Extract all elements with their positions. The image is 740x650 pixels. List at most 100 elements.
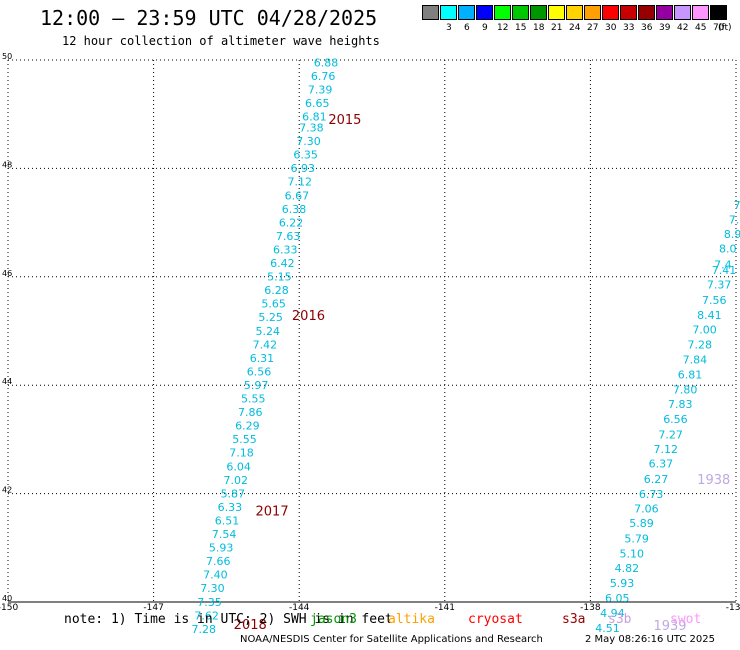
- wave-height-value: 6.22: [279, 216, 304, 229]
- wave-height-value: 5.93: [209, 542, 234, 555]
- longitude-tick-label: -138: [580, 603, 601, 613]
- wave-height-value: 6.67: [285, 189, 310, 202]
- wave-height-value: 7.30: [296, 135, 321, 148]
- legend-label: 21: [551, 23, 563, 33]
- wave-height-value: 7.38: [299, 122, 324, 135]
- legend-swatch: [530, 5, 547, 20]
- legend-swatch: [476, 5, 493, 20]
- wave-height-value: 6.42: [270, 257, 295, 270]
- wave-height-value: 7.80: [673, 383, 698, 396]
- legend-swatch: [548, 5, 565, 20]
- satellite-label-cryosat: cryosat: [468, 612, 523, 627]
- latitude-tick-label: 48: [2, 160, 12, 169]
- legend-label: 9: [482, 23, 488, 33]
- footer-note: note: 1) Time is in UTC; 2) SWH is in fe…: [64, 612, 393, 627]
- wave-height-value: 5.25: [258, 311, 283, 324]
- wave-height-value: 7.35: [197, 596, 222, 609]
- wave-height-value: 7.00: [692, 324, 717, 337]
- longitude-tick-label: -150: [0, 603, 18, 613]
- legend-label: 42: [677, 23, 689, 33]
- legend-label: 36: [641, 23, 653, 33]
- wave-height-value: 5.15: [267, 271, 292, 284]
- pass-time-label: 2018: [234, 618, 267, 633]
- wave-height-value: 6.51: [215, 514, 240, 527]
- wave-height-value: 7.18: [229, 447, 254, 460]
- wave-height-value: 5.24: [256, 325, 281, 338]
- legend-swatch: [422, 5, 439, 20]
- credit-text: NOAA/NESDIS Center for Satellite Applica…: [240, 634, 543, 645]
- wave-height-value: 7.28: [191, 623, 216, 636]
- pass-time-label: 2015: [328, 113, 361, 128]
- latitude-tick-label: 50: [2, 52, 12, 61]
- wave-height-value: 7.54: [212, 528, 237, 541]
- wave-height-value: 6.04: [226, 460, 251, 473]
- wave-height-value: 5.89: [629, 517, 654, 530]
- satellite-label-jason3: jason3: [310, 612, 357, 627]
- pass-time-label: 1939: [653, 619, 686, 634]
- latitude-tick-label: 42: [2, 486, 12, 495]
- latitude-tick-label: 44: [2, 377, 12, 386]
- wave-height-value: 6.31: [250, 352, 274, 365]
- legend-label: 18: [533, 23, 545, 33]
- wave-height-value: 7.12: [653, 443, 678, 456]
- wave-height-value: 6.81: [302, 111, 327, 124]
- legend-label: 6: [464, 23, 470, 33]
- wave-height-value: 5.93: [610, 577, 635, 590]
- satellite-label-s3b: s3b: [608, 612, 632, 627]
- wave-height-value: 4.51: [595, 622, 620, 635]
- wave-height-value: 6.33: [273, 243, 298, 256]
- wave-height-value: 6.29: [235, 420, 259, 433]
- wave-height-value: 6.05: [605, 592, 630, 605]
- wave-height-value: 7.4: [714, 259, 732, 272]
- wave-height-value: 8.9: [724, 228, 740, 241]
- legend-label: 70: [713, 23, 725, 33]
- latitude-tick-label: 40: [2, 594, 12, 603]
- legend-label: 3: [446, 23, 452, 33]
- longitude-tick-label: -141: [435, 603, 455, 613]
- legend-swatch: [602, 5, 619, 20]
- wave-height-value: 5.87: [221, 487, 246, 500]
- wave-height-value: 5.65: [261, 298, 286, 311]
- legend-label: 15: [515, 23, 527, 33]
- wave-height-value: 5.97: [244, 379, 269, 392]
- legend-swatch: [692, 5, 709, 20]
- wave-height-value: 7.83: [668, 398, 693, 411]
- wave-height-value: 7.40: [203, 569, 228, 582]
- legend-label: 33: [623, 23, 635, 33]
- pass-time-label: 2017: [256, 504, 289, 519]
- legend-swatch: [638, 5, 655, 20]
- legend-swatch: [566, 5, 583, 20]
- legend-swatch: [620, 5, 637, 20]
- pass-time-label: 2016: [292, 309, 325, 324]
- wave-height-value: 7.86: [238, 406, 263, 419]
- map-subtitle: 12 hour collection of altimeter wave hei…: [62, 34, 380, 48]
- legend-swatch: [440, 5, 457, 20]
- wave-height-value: 6.88: [314, 57, 339, 70]
- legend-swatch: [656, 5, 673, 20]
- wave-height-value: 6.35: [293, 149, 318, 162]
- wave-height-value: 4.94: [600, 607, 625, 620]
- wave-height-value: 7: [734, 199, 740, 212]
- satellite-label-altika: altika: [388, 612, 435, 627]
- wave-height-value: 6.56: [663, 413, 688, 426]
- legend-swatch: [494, 5, 511, 20]
- wave-height-value: 7.27: [658, 428, 683, 441]
- wave-height-value: 6.27: [644, 473, 669, 486]
- wave-height-value: 5.55: [232, 433, 257, 446]
- legend-label: 45: [695, 23, 707, 33]
- wave-height-value: 6.73: [639, 488, 664, 501]
- map-title: 12:00 – 23:59 UTC 04/28/2025: [40, 6, 378, 30]
- satellite-label-s3a: s3a: [562, 612, 586, 627]
- wave-height-value: 7.28: [687, 338, 712, 351]
- legend-label: 30: [605, 23, 617, 33]
- legend-swatch: [584, 5, 601, 20]
- wave-height-value: 7.56: [702, 294, 727, 307]
- wave-height-value: 6.28: [264, 284, 289, 297]
- longitude-tick-label: -135: [726, 603, 740, 613]
- wave-height-value: 8.0: [719, 242, 737, 255]
- wave-height-value: 6.38: [282, 203, 307, 216]
- legend-units: (ft): [718, 23, 732, 33]
- legend-swatch: [512, 5, 529, 20]
- wave-height-value: 8.41: [697, 309, 722, 322]
